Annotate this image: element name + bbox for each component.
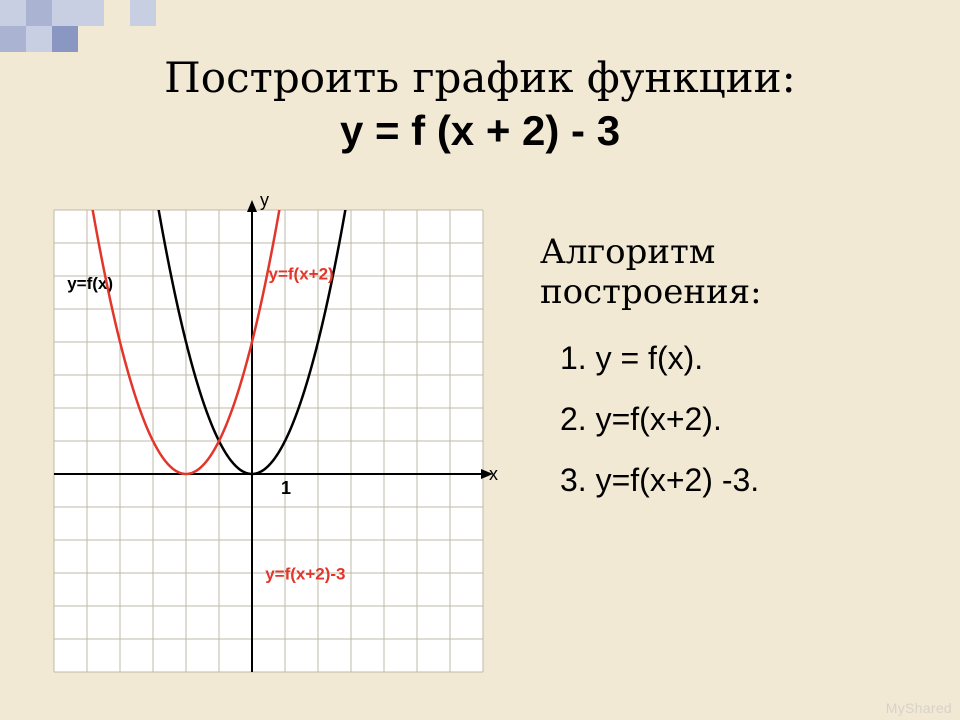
svg-text:x: x [489,464,498,484]
title-line1: Построить график функции: [0,52,960,105]
algo-step-2: 2. y=f(x+2). [560,401,940,438]
slide: Построить график функции: y = f (x + 2) … [0,0,960,720]
algo-step-1: 1. y = f(x). [560,340,940,377]
svg-text:y=f(x+2)-3: y=f(x+2)-3 [265,565,345,584]
algorithm-title: Алгоритм построения: [540,232,940,312]
svg-text:1: 1 [281,478,291,498]
title-line2: y = f (x + 2) - 3 [0,105,960,158]
svg-text:y=f(x+2): y=f(x+2) [269,264,334,283]
chart: xy1y=f(x)y=f(x+2)y=f(x+2)-3 [30,186,510,694]
decor-squares [0,0,200,60]
algorithm-panel: Алгоритм построения: 1. y = f(x). 2. y=f… [540,232,940,523]
watermark: MyShared [886,700,952,716]
slide-title: Построить график функции: y = f (x + 2) … [0,52,960,157]
svg-text:y: y [260,190,269,210]
chart-svg: xy1y=f(x)y=f(x+2)y=f(x+2)-3 [30,186,507,696]
algo-step-3: 3. y=f(x+2) -3. [560,462,940,499]
